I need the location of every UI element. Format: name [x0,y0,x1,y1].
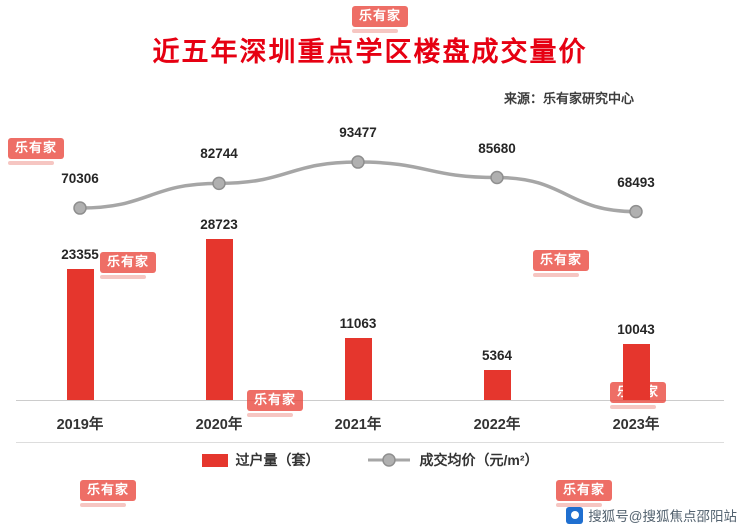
line-legend-label: 成交均价（元/m²） [419,452,539,468]
brand-watermark-logo: 乐有家 [533,250,590,272]
brand-watermark-subtext [100,275,146,280]
bar-value-label: 5364 [481,347,513,363]
x-axis-line [16,400,724,401]
bar-value-label: 23355 [61,247,99,263]
line-value-label: 68493 [617,174,655,190]
line-point [212,176,226,191]
footer-credit-text: 搜狐号@搜狐焦点邵阳站 [588,509,737,524]
brand-watermark-logo: 乐有家 [100,252,157,274]
line-value-label: 82744 [200,146,238,162]
sohu-focus-icon [566,506,584,524]
brand-watermark-logo: 乐有家 [352,6,409,28]
brand-watermark-logo: 乐有家 [247,390,304,412]
bar-value-label: 11063 [339,316,377,332]
bar-legend-swatch [201,453,228,467]
bar [205,239,233,400]
page-title: 近五年深圳重点学区楼盘成交量价 [152,37,588,67]
line-point [629,204,643,219]
brand-watermark-subtext [610,405,656,410]
line-value-label: 70306 [61,171,99,187]
brand-watermark-subtext [247,413,293,418]
brand-watermark: 乐有家 [352,6,409,34]
price-line [78,160,638,214]
line-value-label: 93477 [339,125,377,141]
legend-divider-line [16,442,724,443]
brand-watermark: 乐有家 [556,480,613,508]
x-axis-label: 2020年 [195,417,243,433]
brand-watermark-subtext [556,503,602,508]
x-axis-label: 2022年 [473,417,521,433]
x-axis-label: 2021年 [334,417,382,433]
bar [622,343,650,400]
brand-watermark: 乐有家 [8,138,65,166]
brand-watermark: 乐有家 [247,390,304,418]
line-legend-icon [367,453,410,467]
bar [66,269,94,400]
brand-watermark-logo: 乐有家 [8,138,65,160]
line-point [351,155,365,169]
bar [483,369,511,400]
brand-watermark-subtext [8,161,54,166]
footer-credit: 搜狐号@搜狐焦点邵阳站 [566,505,737,525]
bar-legend-label: 过户量（套） [235,452,320,468]
brand-watermark-subtext [80,503,126,508]
brand-watermark: 乐有家 [533,250,590,278]
legend-item-bar: 过户量（套） [201,450,320,470]
bar-value-label: 28723 [200,217,238,233]
legend: 过户量（套） 成交均价（元/m²） [0,450,740,470]
bar [344,338,372,400]
brand-watermark-subtext [533,273,579,278]
line-point [73,201,87,215]
brand-watermark-logo: 乐有家 [556,480,613,502]
bar-value-label: 10043 [617,321,655,337]
brand-watermark: 乐有家 [80,480,137,508]
source-note: 来源：乐有家研究中心 [503,91,634,106]
legend-item-line: 成交均价（元/m²） [366,450,539,470]
x-axis-label: 2019年 [56,417,104,433]
brand-watermark-logo: 乐有家 [80,480,137,502]
brand-watermark: 乐有家 [100,252,157,280]
line-value-label: 85680 [478,140,516,156]
line-point [490,170,504,185]
x-axis-label: 2023年 [612,417,660,433]
brand-watermark-subtext [352,29,398,34]
